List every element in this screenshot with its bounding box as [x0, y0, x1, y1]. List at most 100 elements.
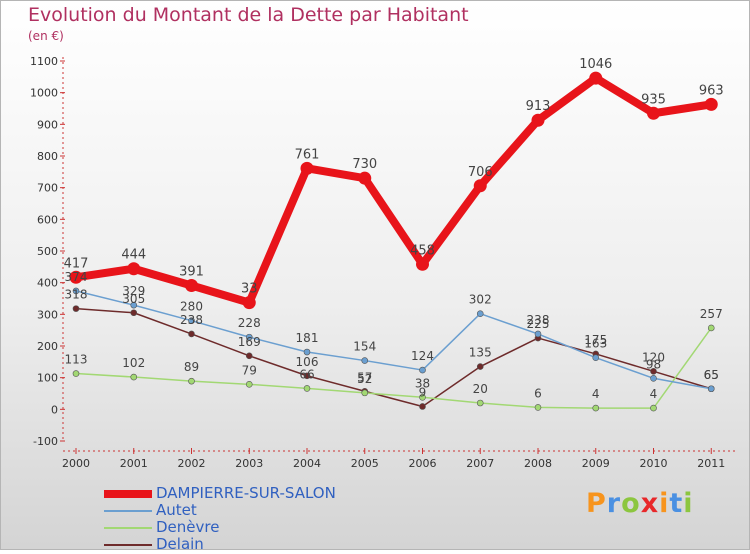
y-tick-label: 1100	[30, 55, 58, 68]
data-point	[130, 373, 138, 381]
x-tick-label: 2004	[293, 457, 321, 470]
data-label: 65	[704, 368, 719, 382]
data-point	[476, 363, 484, 370]
data-point	[245, 352, 253, 360]
data-point	[589, 71, 603, 85]
data-point	[419, 403, 426, 410]
proxiti-logo: Proxiti	[586, 488, 694, 519]
x-tick-label: 2002	[178, 457, 206, 470]
logo-letter: i	[659, 488, 670, 519]
x-tick-label: 2011	[697, 457, 725, 470]
chart-subtitle: (en €)	[28, 29, 64, 43]
data-point	[303, 348, 311, 356]
data-label: 9	[419, 385, 427, 399]
data-label: 89	[184, 360, 199, 374]
series-line-2	[75, 327, 712, 409]
data-label: 98	[646, 357, 661, 371]
data-label: 318	[65, 288, 88, 302]
data-point	[704, 97, 718, 111]
legend-swatch	[104, 527, 152, 529]
data-point	[650, 368, 657, 375]
data-point	[476, 310, 484, 318]
series-line-3	[75, 307, 712, 408]
y-tick-label: 100	[37, 372, 58, 385]
logo-letter: t	[669, 488, 684, 519]
data-label: 66	[299, 367, 314, 381]
y-tick-label: 500	[37, 245, 58, 258]
logo-letter: x	[640, 488, 660, 519]
data-point	[361, 357, 369, 364]
y-tick-label: 1000	[30, 87, 58, 100]
legend-swatch	[104, 510, 152, 512]
data-label: 935	[641, 92, 666, 107]
logo-letter: i	[683, 488, 694, 519]
data-point	[707, 385, 715, 393]
data-label: 38	[415, 376, 430, 390]
y-tick-label: 300	[37, 308, 58, 321]
data-point	[534, 330, 542, 338]
x-tick-label: 2010	[640, 457, 668, 470]
data-point	[416, 257, 429, 271]
data-point	[303, 372, 311, 380]
legend-label: Delain	[156, 535, 204, 553]
legend-label: Autet	[156, 501, 197, 519]
data-label: 257	[700, 307, 723, 321]
data-label: 238	[527, 313, 550, 327]
y-tick-label: 200	[37, 340, 58, 353]
data-label: 238	[180, 313, 203, 327]
data-label: 730	[352, 157, 377, 172]
data-point	[358, 171, 372, 185]
data-point	[242, 296, 256, 310]
data-label: 113	[65, 353, 88, 367]
data-label: 106	[296, 355, 319, 369]
x-tick-label: 2000	[62, 457, 90, 470]
data-point	[188, 317, 195, 324]
data-point	[188, 377, 195, 385]
logo-letter: r	[606, 488, 622, 519]
data-label: 4	[592, 387, 600, 401]
data-label: 154	[353, 340, 376, 354]
data-label: 181	[296, 331, 319, 345]
data-point	[300, 161, 314, 175]
y-tick-label: 700	[37, 182, 58, 195]
data-label: 391	[179, 265, 204, 280]
data-point	[127, 262, 141, 276]
data-point	[72, 287, 80, 295]
data-point	[72, 305, 80, 312]
x-tick-label: 2001	[120, 457, 148, 470]
legend-swatch	[104, 490, 152, 498]
data-label: 458	[410, 243, 435, 258]
data-label: 963	[699, 83, 724, 98]
data-point	[592, 354, 600, 362]
legend-swatch	[104, 544, 152, 546]
series-line-0	[72, 74, 716, 307]
data-label: 329	[122, 284, 145, 298]
data-label: 913	[526, 99, 551, 114]
data-label: 374	[65, 270, 88, 284]
data-point	[476, 399, 484, 407]
data-point	[130, 309, 138, 317]
chart-title: Evolution du Montant de la Dette par Hab…	[28, 4, 469, 26]
data-point	[72, 370, 80, 377]
data-label: 305	[122, 292, 145, 306]
data-point	[303, 385, 311, 392]
data-point	[531, 113, 545, 127]
data-label: 33	[241, 282, 258, 297]
data-point	[69, 270, 83, 284]
data-label: 65	[704, 368, 719, 382]
data-label: 124	[411, 349, 434, 363]
data-label: 175	[584, 333, 607, 347]
data-point	[419, 393, 426, 401]
x-tick-label: 2006	[409, 457, 437, 470]
data-label: 1046	[579, 57, 612, 72]
y-tick-label: 0	[51, 403, 58, 416]
x-tick-label: 2009	[582, 457, 610, 470]
data-label: 6	[534, 386, 542, 400]
data-label: 4	[650, 387, 658, 401]
data-label: 169	[238, 335, 261, 349]
x-tick-label: 2008	[524, 457, 552, 470]
data-label: 444	[121, 248, 146, 263]
x-tick-label: 2007	[466, 457, 494, 470]
data-label: 20	[473, 382, 488, 396]
